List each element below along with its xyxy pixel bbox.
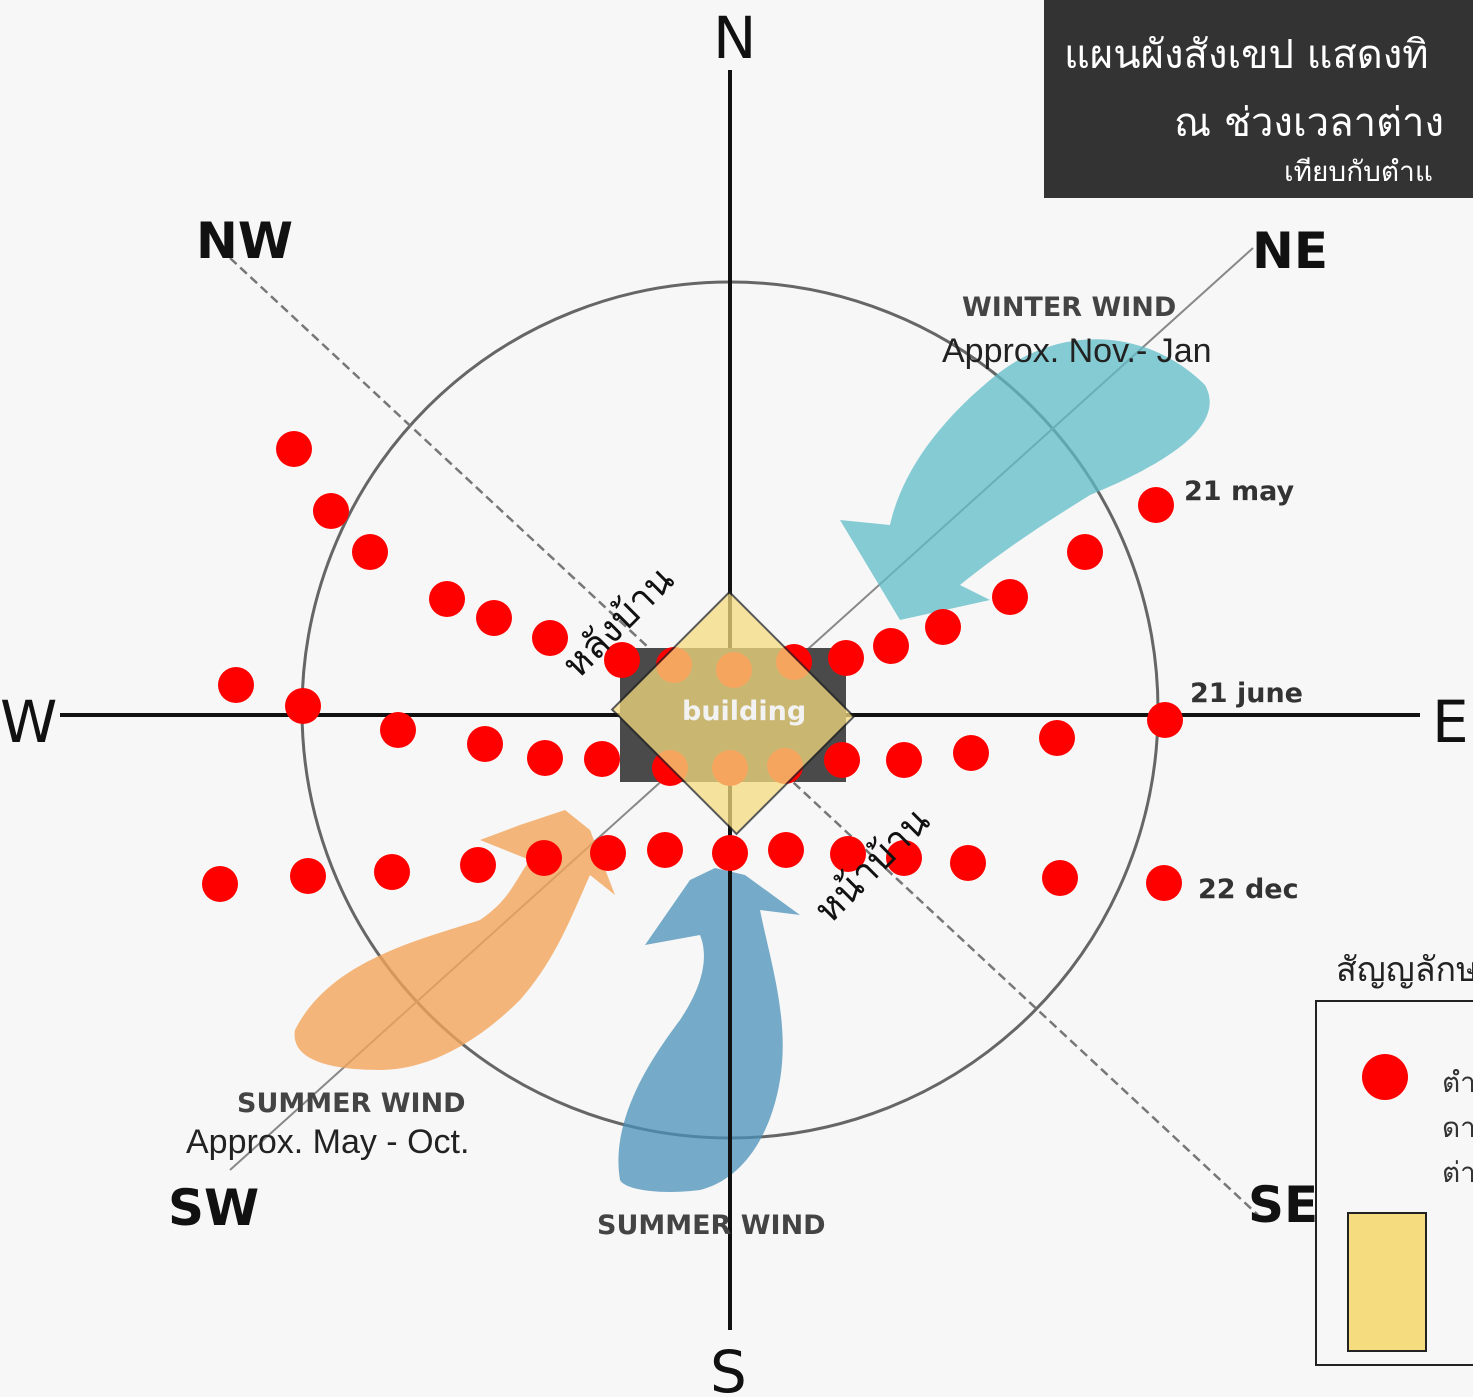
title-line-2: ณ ช่วงเวลาต่าง [1174,100,1445,146]
sun-position-dot [830,836,866,872]
sun-position-dot [467,726,503,762]
sun-position-dot [527,740,563,776]
sun-position-dot [460,847,496,883]
sun-position-dot [290,858,326,894]
title-box: แผนผังสังเขป แสดงทิ ณ ช่วงเวลาต่าง เทียบ… [1044,0,1473,198]
legend-dot-text-1: ตำ [1442,1066,1473,1099]
house-outline [610,590,856,836]
winter-wind-period: Approx. Nov.- Jan [942,332,1212,370]
legend-box: ตำ ดา ต่า [1315,1000,1473,1366]
sun-position-dot [352,534,388,570]
sun-position-dot [712,835,748,871]
sun-position-dot [886,742,922,778]
sun-position-dot [374,854,410,890]
summer-wind-s-title: SUMMER WIND [597,1210,826,1241]
sun-position-dot [992,579,1028,615]
sun-position-dot [950,845,986,881]
legend-dot-text-2: ดา [1442,1111,1473,1144]
sun-position-dot [590,835,626,871]
sun-position-dot [313,493,349,529]
sun-position-dot [476,600,512,636]
north-label: N [713,4,756,72]
northwest-label: NW [196,212,293,270]
sun-position-dot [1146,865,1182,901]
winter-wind-title: WINTER WIND [962,292,1176,323]
sun-position-dot [532,620,568,656]
sun-position-dot [218,667,254,703]
sun-position-dot [1039,720,1075,756]
legend-dot-text: ตำ ดา ต่า [1442,1060,1473,1195]
sun-position-dot [925,609,961,645]
sun-position-dot [1138,487,1174,523]
southeast-label: SE [1248,1176,1318,1234]
sun-position-dot [285,688,321,724]
winter-wind-arrow [840,339,1210,620]
sun-position-dot [768,832,804,868]
title-line-1: แผนผังสังเขป แสดงทิ [1064,32,1429,78]
south-label: S [710,1338,747,1397]
sun-position-dot [1042,860,1078,896]
summer-wind-sw-title: SUMMER WIND [237,1088,466,1119]
sun-position-dot [886,840,922,876]
sun-position-dot [584,741,620,777]
northeast-label: NE [1252,222,1328,280]
sun-position-dot [828,640,864,676]
sun-position-dot [202,866,238,902]
sun-position-dot [953,735,989,771]
legend-sun-dot-icon [1362,1054,1408,1100]
summer-wind-sw-arrow [294,810,615,1070]
sun-position-dot [1147,702,1183,738]
sun-position-dot [380,712,416,748]
building-label: building [682,696,806,727]
sun-position-dot [647,832,683,868]
sun-position-dot [526,840,562,876]
sun-position-dot [604,642,640,678]
dec-path-label: 22 dec [1198,874,1299,905]
summer-wind-sw-period: Approx. May - Oct. [186,1123,469,1161]
legend-house-swatch [1347,1212,1427,1352]
legend-dot-text-3: ต่า [1442,1156,1473,1189]
legend-heading: สัญญลักษ [1336,950,1473,990]
west-label: W [0,688,57,756]
east-label: E [1432,688,1469,756]
sun-position-dot [276,431,312,467]
june-path-label: 21 june [1190,678,1303,709]
sun-position-dot [873,628,909,664]
sun-position-dot [824,742,860,778]
sun-position-dot [429,581,465,617]
may-path-label: 21 may [1184,476,1294,507]
southwest-label: SW [168,1179,259,1237]
summer-wind-s-arrow [618,868,800,1192]
sun-position-dot [1067,534,1103,570]
title-line-3: เทียบกับตำแ [1284,155,1433,188]
